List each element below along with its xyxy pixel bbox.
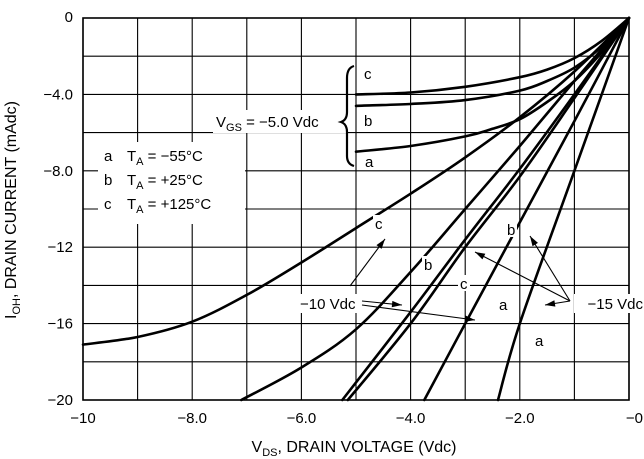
legend-key: a <box>104 148 113 165</box>
tick-labels: −10 −8.0 −6.0 −4.0 −2.0 −0 0 −4.0 −8.0 −12 −16 −20 <box>43 9 643 427</box>
x-tick-label: −0 <box>626 410 643 427</box>
curve-vgs-5-0-vdc-a <box>354 16 631 153</box>
legend-key: b <box>104 172 112 189</box>
vgs-curve-letter: a <box>365 154 374 171</box>
x-tick-label: −4.0 <box>396 410 426 427</box>
curve-vgs-10-vdc-c <box>81 16 631 346</box>
curves <box>81 16 631 402</box>
minus15-arrow-c-head <box>475 252 486 260</box>
y-tick-label: −8.0 <box>43 163 73 180</box>
legend-key: c <box>104 196 112 213</box>
x-axis-label: VDS, DRAIN VOLTAGE (Vdc) <box>252 439 457 459</box>
y-tick-label: −4.0 <box>43 86 73 103</box>
x-tick-label: −6.0 <box>287 410 317 427</box>
y-tick-label: −16 <box>48 316 73 333</box>
y-tick-label: −20 <box>48 392 73 409</box>
minus10-curve-letter-a: a <box>499 297 508 314</box>
grid <box>82 17 630 401</box>
plot-frame <box>82 17 630 401</box>
minus10-arrow-b-head <box>391 300 402 308</box>
legend-background <box>98 142 245 224</box>
letter-background <box>505 221 517 237</box>
letter-background <box>458 275 470 291</box>
minus15-arrow-c <box>474 251 571 302</box>
vgs-brace <box>337 64 355 168</box>
vgs-label-background <box>213 110 346 133</box>
minus15-arrow-b-head <box>530 236 538 247</box>
minus10-curve-letter-b: b <box>424 257 432 274</box>
vgs-label: VGS = −5.0 Vdc <box>216 114 319 134</box>
legend-entry: TA = +125°C <box>127 196 211 216</box>
curve-vgs-10-vdc-a <box>341 16 631 402</box>
minus15-arrow-b <box>529 235 571 302</box>
x-tick-label: −2.0 <box>505 410 535 427</box>
minus10-label: −10 Vdc <box>300 296 356 313</box>
minus10-arrow-a <box>361 304 476 321</box>
vgs-curve-letter: b <box>364 113 372 130</box>
letter-background <box>373 215 385 231</box>
minus15-curve-letter-c: c <box>460 276 468 293</box>
annotations: a TA = −55°C b TA = +25°C c TA = +125°C VGS = … <box>98 64 644 350</box>
curve-vgs-15-vdc-a <box>496 16 631 402</box>
minus15-curve-letter-b: b <box>507 222 515 239</box>
minus10-arrow-c-head <box>376 239 385 249</box>
minus15-label: −15 Vdc <box>588 296 644 313</box>
vgs-letter-background <box>362 66 376 82</box>
minus15-curve-letter-a: a <box>535 333 544 350</box>
vgs-letter-background <box>363 154 377 170</box>
minus10-curve-letter-c: c <box>375 216 383 233</box>
legend-entry: TA = +25°C <box>127 172 203 192</box>
vgs-curve-letter: c <box>364 66 372 83</box>
vgs-letter-background <box>362 113 376 129</box>
y-tick-label: 0 <box>65 9 73 26</box>
curve-vgs-5-0-vdc-c <box>354 16 631 96</box>
letter-background <box>533 332 545 348</box>
y-tick-label: −12 <box>48 239 73 256</box>
curve-vgs-15-vdc-b <box>423 16 631 402</box>
x-tick-label: −10 <box>70 410 95 427</box>
x-tick-label: −8.0 <box>177 410 207 427</box>
minus15-label-background <box>574 294 644 313</box>
minus10-arrow-a-head <box>464 315 475 322</box>
curve-vgs-15-vdc-c <box>346 16 631 402</box>
minus10-label-background <box>298 294 358 313</box>
minus15-arrow-a-head <box>545 300 556 307</box>
legend-entry: TA = −55°C <box>127 148 203 168</box>
y-axis-label: IOH, DRAIN CURRENT (mAdc) <box>3 101 23 319</box>
curve-vgs-10-vdc-b <box>240 16 631 402</box>
letter-background <box>497 296 509 312</box>
letter-background <box>422 256 434 272</box>
